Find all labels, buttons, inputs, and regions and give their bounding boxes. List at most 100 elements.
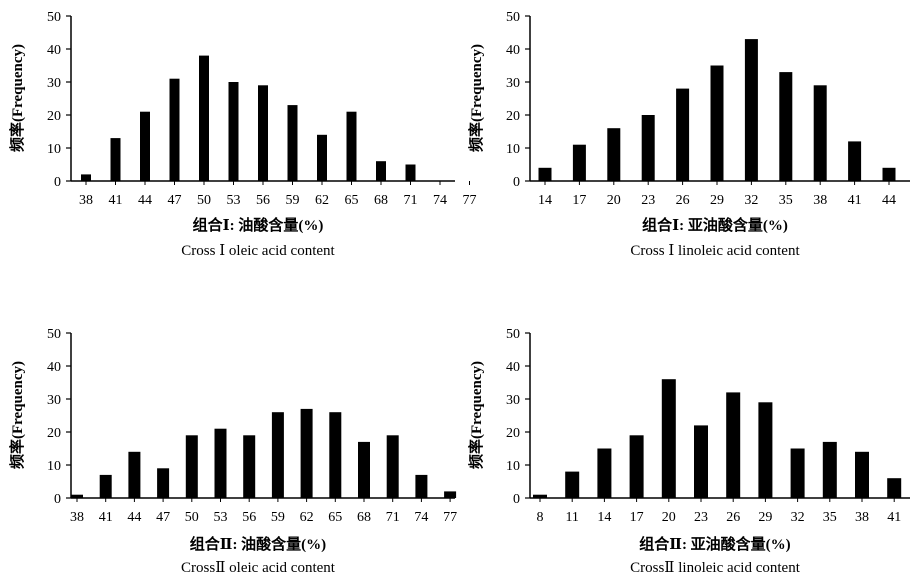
bar [444,491,457,498]
x-tick-label: 41 [99,510,113,525]
x-tick-label: 56 [256,193,270,208]
bar [710,65,724,181]
y-tick-label: 40 [506,360,520,375]
x-tick-label: 71 [386,510,400,525]
y-tick-label: 10 [47,459,61,474]
bar [415,474,428,498]
y-tick-label: 40 [506,43,520,58]
x-tick-label: 62 [315,193,329,208]
x-tick-label: 17 [572,193,586,208]
bar [358,441,370,498]
x-tick-label: 44 [127,510,141,525]
y-tick-label: 50 [506,327,520,342]
x-tick-label: 74 [414,510,428,525]
bar [99,474,112,498]
x-tick-label: 26 [676,193,690,208]
x-axis-title-english: CrossⅡ linoleic acid content [630,560,801,576]
y-tick-label: 20 [47,426,61,441]
y-tick-label: 30 [47,393,61,408]
y-tick-label: 50 [47,10,61,25]
x-tick-label: 8 [537,510,544,525]
x-tick-label: 74 [433,193,447,208]
bar [258,85,268,181]
x-tick-label: 65 [328,510,342,525]
x-tick-label: 38 [855,510,869,525]
bar [565,471,580,498]
bar [758,402,773,498]
x-tick-label: 56 [242,510,256,525]
y-tick-label: 20 [506,109,520,124]
x-tick-label: 59 [286,193,300,208]
x-tick-label: 41 [887,510,901,525]
x-tick-label: 71 [404,193,418,208]
bar [629,435,644,498]
x-tick-label: 23 [694,510,708,525]
x-axis-title-chinese: 组合Ⅱ: 油酸含量(%) [190,535,326,553]
x-tick-label: 47 [156,510,170,525]
x-tick-label: 17 [630,510,644,525]
bar [300,408,313,498]
x-tick-label: 77 [463,193,477,208]
y-tick-label: 0 [513,175,520,190]
bar [790,448,805,498]
bar [157,468,170,498]
x-tick-label: 53 [227,193,241,208]
x-tick-label: 14 [597,510,611,525]
y-axis-title: 频率(Frequency) [467,44,485,152]
bar [813,85,827,181]
bar [694,425,708,498]
x-tick-label: 20 [662,510,676,525]
bar [676,88,690,181]
x-tick-label: 41 [109,193,123,208]
x-tick-label: 50 [197,193,211,208]
y-axis-title: 频率(Frequency) [8,44,26,152]
bar [597,448,612,498]
x-tick-label: 47 [168,193,182,208]
bar [71,494,83,498]
bar [533,494,547,498]
x-tick-label: 38 [79,193,93,208]
x-tick-label: 77 [443,510,457,525]
x-tick-label: 29 [758,510,772,525]
x-axis-title-english: Cross Ⅰ linoleic acid content [630,243,800,259]
y-tick-label: 20 [506,426,520,441]
bar [887,478,902,498]
y-tick-label: 30 [506,393,520,408]
x-tick-label: 50 [185,510,199,525]
bar [386,435,399,498]
x-tick-label: 14 [538,193,552,208]
bar [376,161,386,181]
y-axis-title: 频率(Frequency) [467,361,485,469]
x-tick-label: 59 [271,510,285,525]
bar [726,392,741,498]
x-tick-label: 44 [138,193,152,208]
bar [641,115,655,181]
bar [185,435,198,498]
y-tick-label: 10 [506,459,520,474]
x-tick-label: 26 [726,510,740,525]
x-axis-title-english: CrossⅡ oleic acid content [181,560,336,576]
bar [199,55,209,181]
x-tick-label: 38 [70,510,84,525]
bar [405,164,416,181]
bar [779,72,793,181]
x-tick-label: 20 [607,193,621,208]
bar [169,78,180,181]
x-axis-title-chinese: 组合Ⅱ: 亚油酸含量(%) [639,535,790,553]
x-tick-label: 65 [345,193,359,208]
bar [287,105,298,181]
y-axis-title: 频率(Frequency) [8,361,26,469]
bar [848,141,862,181]
bar [855,451,869,498]
y-tick-label: 40 [47,43,61,58]
x-tick-label: 32 [791,510,805,525]
bar [346,111,357,181]
bar [140,111,150,181]
x-tick-label: 32 [744,193,758,208]
x-tick-label: 44 [882,193,896,208]
y-tick-label: 30 [506,76,520,91]
y-tick-label: 0 [54,492,61,507]
y-tick-label: 40 [47,360,61,375]
bar [744,39,758,181]
